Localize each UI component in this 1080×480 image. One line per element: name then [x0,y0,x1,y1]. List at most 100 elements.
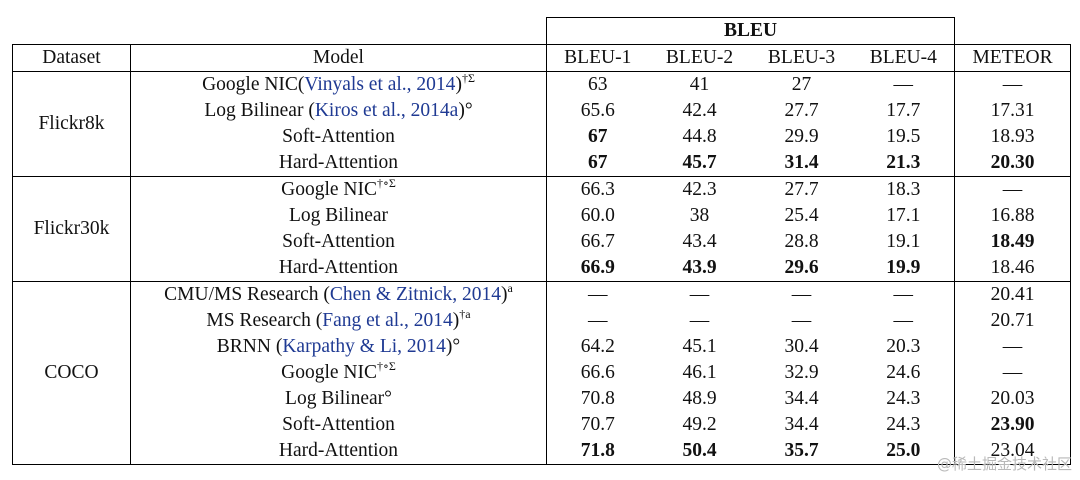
bleu3-cell: 32.9 [784,362,819,383]
model-cell: Log Bilinear° [130,386,547,412]
model-name: Log Bilinear [288,205,389,226]
col-header-bleu4: BLEU-4 [852,44,956,72]
meteor-cell: — [954,360,1072,386]
col-header-meteor: METEOR [954,44,1072,72]
table-row: Flickr30k Google NIC†∘Σ 66.3 42.3 27.7 18.3— [12,176,1072,282]
bleu4-cell: 24.6 [852,360,956,386]
bleu3-cell: 35.7 [750,438,853,465]
bleu1-cell: 70.8 [580,388,615,409]
col-header-dataset: Dataset [12,44,131,72]
model-name: Log Bilinear° [285,388,392,409]
model-citation[interactable]: Chen & Zitnick, 2014 [329,284,502,305]
model-cell: MS Research (Fang et al., 2014)†a [130,307,547,334]
table-row: Flickr8k Google NIC(Vinyals et al., 2014)… [12,71,1072,177]
model-cell: Google NIC†∘Σ [130,176,547,203]
bleu3-cell: 25.4 [784,205,819,226]
bleu4-cell: 17.1 [852,203,956,229]
bleu3-cell: 28.8 [784,231,819,252]
bleu2-cell: 46.1 [682,362,717,383]
model-citation[interactable]: Fang et al., 2014 [322,310,453,331]
meteor-cell: 18.46 [954,255,1072,282]
bleu4-cell: — [852,281,956,308]
bleu3-cell: 27 [750,71,853,98]
table-row: COCO CMU/MS Research (Chen & Zitnick, 201… [12,281,1072,465]
meteor-cell: — [954,176,1072,203]
column-header-row: Dataset Model BLEU-1 BLEU-2 BLEU-3 BLEU-… [12,44,1072,72]
table-row: Log Bilinear° 70.8 48.9 34.4 24.3 20.03 [13,386,1072,412]
bleu4-cell: 19.9 [852,255,956,282]
model-name-suffix: ) [501,284,508,305]
bleu3-cell: 29.6 [750,255,853,282]
model-superscript: †Σ [461,71,475,85]
bleu2-cell: 49.2 [682,414,717,435]
meteor-cell: 18.49 [954,229,1072,255]
model-name: Log Bilinear ( [204,100,315,121]
bleu2-cell: 45.1 [682,336,717,357]
model-cell: Log Bilinear (Kiros et al., 2014a)° [130,98,547,124]
bleu1-cell: 64.2 [580,336,615,357]
dataset-cell: Flickr30k [12,176,131,282]
bleu3-cell: 34.4 [784,388,819,409]
table-row: MS Research (Fang et al., 2014)†a — — — —20.… [13,307,1072,334]
bleu2-cell: — [689,310,710,331]
bleu3-cell: 34.4 [784,414,819,435]
bleu3-cell: — [750,281,853,308]
model-citation[interactable]: Vinyals et al., 2014 [304,74,456,95]
bleu1-cell: — [546,281,649,308]
col-header-bleu2: BLEU-2 [648,44,751,72]
group-header-row: BLEU [13,17,1071,45]
bleu2-cell: — [648,281,751,308]
model-name-suffix: ) [455,74,462,95]
bleu4-cell: — [852,71,956,98]
table-row: Hard-Attention 71.8 50.4 35.7 25.0 23.04 [13,438,1072,465]
model-name: CMU/MS Research ( [164,284,330,305]
model-name-suffix: ) [452,310,460,331]
model-citation[interactable]: Karpathy & Li, 2014 [282,336,446,357]
table-row: Soft-Attention 70.7 49.2 34.4 24.3 23.90 [13,412,1072,438]
model-name: Google NIC( [202,74,305,95]
model-name-suffix: )° [445,336,461,357]
model-cell: Google NIC(Vinyals et al., 2014)†Σ [130,71,547,98]
dataset-cell: COCO [12,281,131,465]
bleu1-cell: 67 [588,126,608,147]
bleu1-cell: 66.7 [580,231,615,252]
model-name: Hard-Attention [278,152,399,173]
bleu3-cell: 31.4 [750,150,853,177]
bleu4-cell: 18.3 [852,176,956,203]
model-cell: Google NIC†∘Σ [130,359,547,386]
model-name: Soft-Attention [282,231,395,252]
model-name: Google NIC [281,179,377,200]
bleu3-cell: 27.7 [750,176,853,203]
bleu4-cell: 19.1 [852,229,956,255]
col-header-model: Model [130,44,547,72]
bleu4-cell: 21.3 [852,150,956,177]
meteor-cell: 20.03 [954,386,1072,412]
dataset-cell: Flickr8k [12,71,131,177]
model-citation[interactable]: Kiros et al., 2014a [314,100,459,121]
bleu4-cell: 17.7 [852,98,956,124]
model-cell: Soft-Attention [130,124,547,150]
model-cell: Log Bilinear [130,203,547,229]
meteor-cell: 17.31 [954,98,1072,124]
bleu1-cell: 60.0 [580,205,615,226]
bleu2-cell: 42.3 [648,176,751,203]
model-name: Hard-Attention [278,257,399,278]
table-row: BRNN (Karpathy & Li, 2014)° 64.2 45.1 30.4 2… [13,334,1072,360]
bleu2-cell: 44.8 [682,126,717,147]
bleu1-cell: 66.3 [546,176,649,203]
bleu2-cell: 43.9 [648,255,751,282]
bleu1-cell: 65.6 [580,100,615,121]
model-superscript: †∘Σ [377,359,396,373]
model-superscript: †a [459,307,471,321]
model-cell: Hard-Attention [130,150,547,177]
model-cell: CMU/MS Research (Chen & Zitnick, 2014)a [130,281,547,308]
meteor-cell: 23.90 [954,412,1072,438]
bleu3-cell: 30.4 [784,336,819,357]
bleu4-cell: 20.3 [852,334,956,360]
model-name: Hard-Attention [278,440,399,461]
results-table: BLEU Dataset Model BLEU-1 BLEU-2 BLEU-3 … [12,17,1072,465]
meteor-cell: 20.41 [954,281,1072,308]
bleu1-cell: 70.7 [580,414,615,435]
meteor-cell: 18.93 [954,124,1072,150]
bleu4-cell: 24.3 [852,386,956,412]
